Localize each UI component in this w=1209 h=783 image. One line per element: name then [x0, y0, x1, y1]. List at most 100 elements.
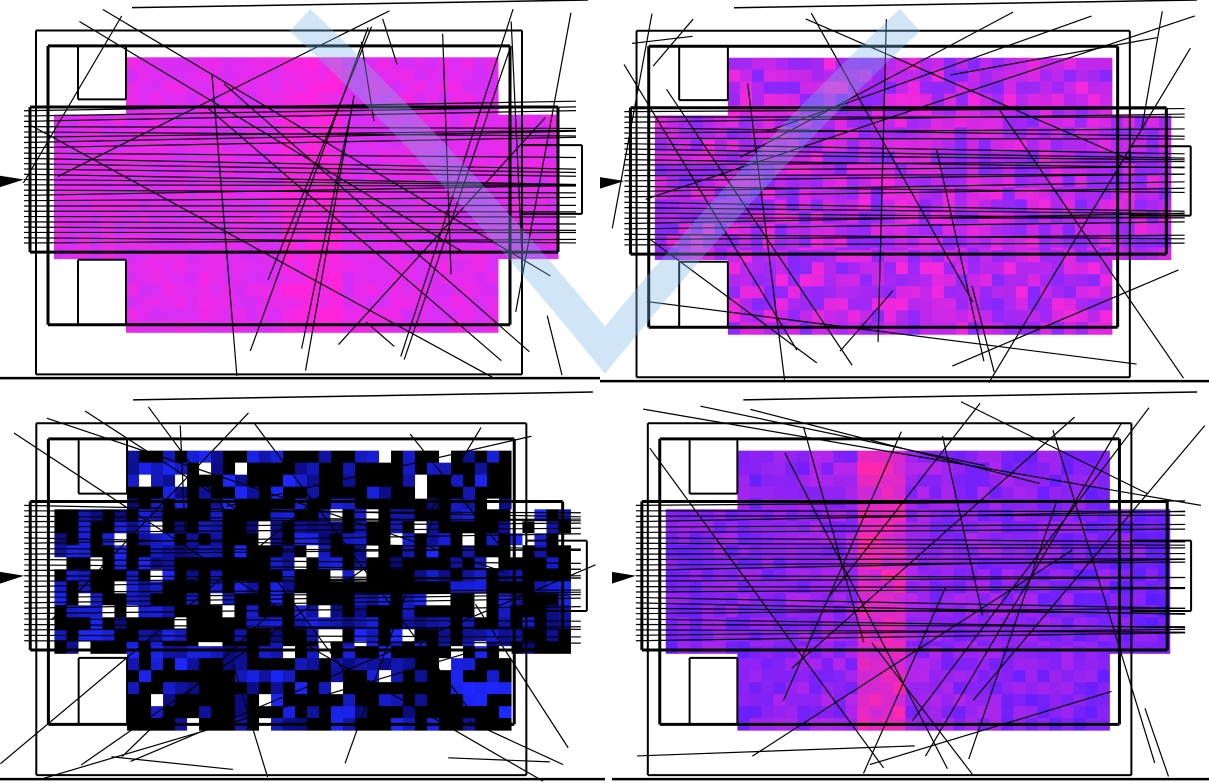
heat-cell: [953, 670, 966, 683]
heat-cell: [199, 694, 212, 707]
heat-cell: [498, 581, 511, 594]
heat-cell: [749, 694, 762, 707]
heat-cell: [138, 235, 151, 248]
heat-cell: [907, 140, 920, 153]
heat-cell: [450, 629, 463, 642]
frame-line: [624, 138, 1184, 139]
heat-cell: [66, 223, 79, 236]
heat-cell: [1075, 176, 1088, 189]
heat-cell: [486, 272, 499, 285]
heat-cell: [391, 463, 404, 476]
heat-cell: [884, 310, 897, 323]
heat-cell: [836, 298, 849, 311]
heat-cell: [824, 310, 837, 323]
heat-cell: [126, 235, 139, 248]
heat-cell: [198, 81, 211, 94]
heat-cell: [1076, 70, 1089, 83]
heat-cell: [1074, 593, 1087, 606]
heat-cell: [978, 521, 991, 534]
heat-cell: [258, 605, 271, 618]
heat-cell: [246, 187, 259, 200]
heat-cell: [833, 670, 846, 683]
heat-cell: [426, 320, 439, 333]
heat-cell: [737, 682, 750, 695]
heat-cell: [1085, 658, 1098, 671]
heat-cell: [749, 487, 762, 500]
heat-cell: [1098, 617, 1111, 630]
heat-cell: [667, 200, 680, 213]
heat-cell: [186, 93, 199, 106]
heat-cell: [908, 262, 921, 275]
heat-cell: [222, 248, 235, 260]
heat-cell: [66, 533, 79, 546]
heat-cell: [211, 682, 224, 695]
heat-cell: [1135, 236, 1148, 249]
heat-cell: [403, 475, 416, 488]
heat-cell: [426, 199, 439, 212]
heat-cell: [90, 641, 103, 654]
heat-cell: [247, 475, 259, 488]
heat-cell: [427, 670, 440, 683]
heat-cell: [54, 151, 67, 164]
heat-cell: [234, 260, 247, 273]
heat-cell: [246, 163, 259, 176]
heat-cell: [869, 658, 882, 671]
heat-cell: [138, 248, 151, 260]
heat-cell: [776, 82, 789, 95]
heat-cell: [992, 250, 1005, 263]
heat-cell: [282, 557, 295, 570]
heat-cell: [991, 224, 1004, 237]
heat-cell: [977, 670, 990, 683]
heat-cell: [427, 487, 440, 500]
heat-cell: [836, 250, 849, 263]
heat-cell: [776, 58, 789, 71]
heat-cell: [1074, 569, 1087, 582]
heat-cell: [402, 248, 415, 260]
heat-cell: [126, 223, 139, 236]
heat-cell: [534, 115, 547, 128]
heat-cell: [773, 475, 786, 488]
heat-cell: [773, 463, 786, 476]
heat-cell: [210, 521, 223, 534]
heat-cell: [1026, 533, 1039, 546]
heat-cell: [702, 605, 715, 618]
heat-cell: [834, 593, 847, 606]
heat-cell: [319, 463, 332, 476]
heat-cell: [234, 545, 247, 558]
heat-cell: [379, 487, 392, 500]
heat-cell: [474, 284, 487, 297]
heat-cell: [678, 545, 691, 558]
heat-cell: [66, 641, 79, 654]
heat-cell: [764, 274, 777, 287]
heat-cell: [163, 706, 176, 719]
heat-cell: [857, 658, 870, 671]
heat-cell: [474, 296, 487, 309]
heat-cell: [678, 641, 691, 654]
heat-cell: [126, 320, 139, 333]
heat-cell: [763, 224, 776, 237]
heat-cell: [558, 629, 571, 642]
heat-cell: [1076, 94, 1089, 107]
heat-cell: [860, 262, 873, 275]
heat-cell: [474, 581, 487, 594]
heat-cell: [294, 296, 307, 309]
page: (() => { const data = JSON.parse(documen…: [0, 0, 1209, 783]
heat-cell: [330, 629, 343, 642]
heat-cell: [1025, 682, 1038, 695]
heat-cell: [234, 93, 247, 106]
heat-cell: [727, 152, 740, 165]
heat-cell: [1028, 94, 1041, 107]
heat-cell: [390, 248, 403, 260]
heat-cell: [787, 200, 800, 213]
heat-cell: [738, 545, 751, 558]
heat-cell: [1014, 533, 1027, 546]
heat-cell: [872, 262, 885, 275]
heat-cell: [954, 545, 967, 558]
heat-cell: [929, 475, 942, 488]
heat-cell: [1076, 250, 1089, 263]
heat-cell: [920, 58, 933, 71]
heat-cell: [1052, 94, 1065, 107]
heat-cell: [1051, 224, 1064, 237]
heat-cell: [246, 260, 259, 273]
heat-cell: [247, 670, 259, 683]
